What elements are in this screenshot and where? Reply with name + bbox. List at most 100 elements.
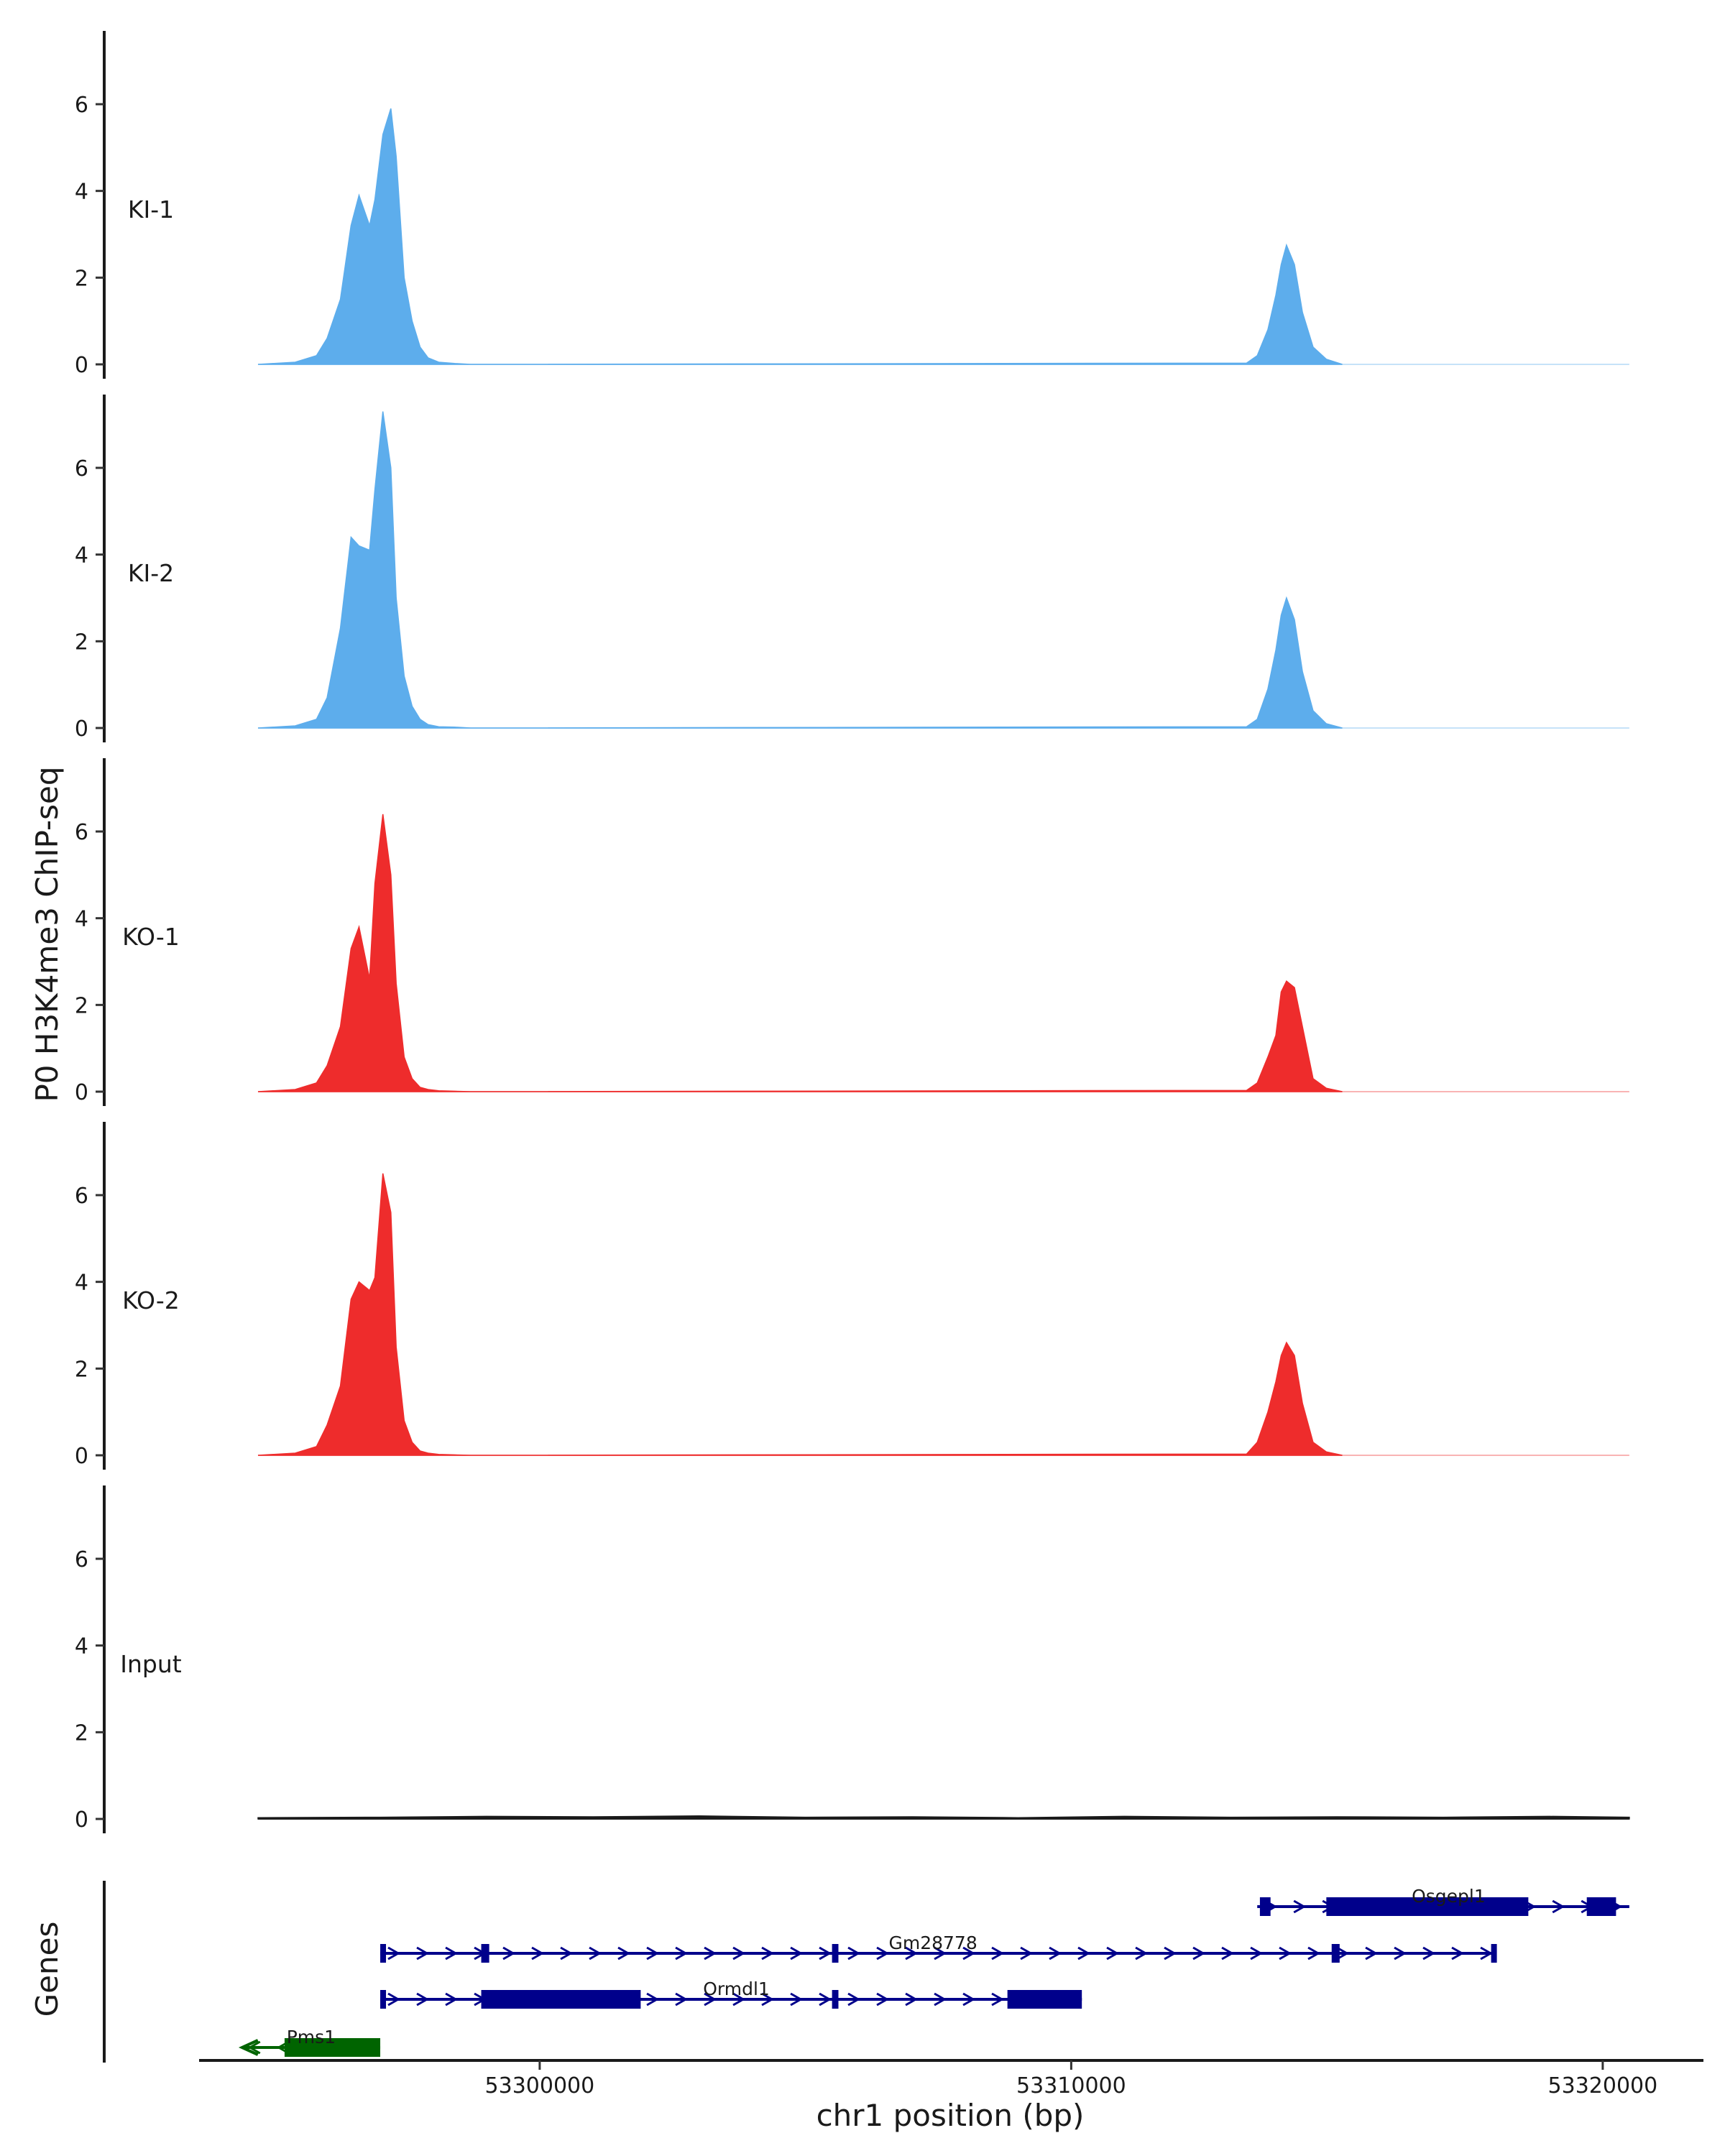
strand-chevron (1049, 1946, 1062, 1961)
strand-chevron (1422, 1946, 1436, 1961)
y-tick-label: 2 (75, 266, 88, 291)
genes-axis-title: Genes (29, 1922, 65, 2017)
y-tick-label: 2 (75, 630, 88, 655)
y-tick-label: 2 (75, 1720, 88, 1746)
strand-chevron (1394, 1946, 1407, 1961)
strand-chevron (732, 1946, 746, 1961)
exon-block (1491, 1944, 1497, 1963)
coverage-area (257, 1815, 1630, 1820)
strand-chevron (704, 1946, 717, 1961)
strand-chevron (819, 1992, 832, 2007)
exon-block (481, 1944, 489, 1963)
track-input: 0 2 4 6 Input (75, 1485, 1630, 1833)
strand-chevron (675, 1992, 689, 2007)
gene-ormdl1: Ormdl1 (380, 1978, 1082, 2009)
strand-chevron (876, 1992, 890, 2007)
gene-gm28778: Gm28778 (380, 1932, 1497, 1963)
exon-block (1259, 1897, 1271, 1916)
gene-label: Gm28778 (888, 1932, 977, 1953)
exon-block (832, 1944, 839, 1963)
y-tick-label: 0 (75, 353, 88, 378)
strand-chevron (675, 1946, 689, 1961)
track-label: KO-2 (122, 1286, 180, 1314)
strand-chevron (847, 1992, 861, 2007)
strand-chevron (1164, 1946, 1177, 1961)
exon-block (481, 1990, 641, 2009)
x-axis-title: chr1 position (bp) (816, 2098, 1085, 2133)
y-tick-label: 4 (75, 907, 88, 932)
strand-chevron (617, 1946, 631, 1961)
y-tick-label: 6 (75, 1547, 88, 1572)
exon-block (380, 1990, 387, 2009)
exon-block (1007, 1990, 1082, 2009)
track-label: Input (120, 1650, 182, 1678)
strand-chevron (387, 1992, 401, 2007)
y-tick-label: 6 (75, 820, 88, 845)
track-ki-2: 0 2 4 6 KI-2 (75, 395, 1629, 742)
exon-block (832, 1990, 839, 2009)
track-label: KI-1 (128, 195, 174, 224)
strand-chevron (704, 1992, 717, 2007)
y-tick-label: 0 (75, 717, 88, 742)
y-tick-label: 4 (75, 180, 88, 205)
strand-chevron (761, 1946, 775, 1961)
y-tick-label: 4 (75, 1634, 88, 1659)
gene-pms1: Pms1 (238, 2027, 381, 2057)
gene-annotation-track: Osgepl1 Gm28778 Ormdl1 Pms1 (103, 1881, 1629, 2063)
strand-chevron (761, 1992, 775, 2007)
y-tick-label: 0 (75, 1080, 88, 1105)
strand-chevron (445, 1992, 459, 2007)
strand-chevron (934, 1946, 947, 1961)
y-tick-label: 6 (75, 456, 88, 482)
x-tick-label: 53310000 (1016, 2073, 1126, 2099)
x-axis: 53300000 53310000 53320000 (199, 2059, 1703, 2099)
exon-block (1331, 1944, 1340, 1963)
strand-chevron (1451, 1946, 1465, 1961)
strand-chevron (962, 1992, 976, 2007)
strand-chevron (247, 2040, 261, 2055)
strand-chevron (1250, 1946, 1264, 1961)
track-label: KI-2 (128, 559, 174, 587)
strand-chevron (387, 1946, 401, 1961)
strand-chevron (991, 1946, 1005, 1961)
y-tick-label: 4 (75, 1271, 88, 1296)
gene-label: Ormdl1 (703, 1978, 770, 1999)
coverage-area (257, 814, 1343, 1092)
strand-chevron (991, 1992, 1005, 2007)
strand-chevron (905, 1992, 919, 2007)
strand-chevron (790, 1992, 804, 2007)
y-tick-label: 6 (75, 93, 88, 118)
strand-chevron (1020, 1946, 1034, 1961)
gene-osgepl1: Osgepl1 (1257, 1886, 1629, 1916)
track-ko-1: 0 2 4 6 KO-1 (75, 758, 1629, 1106)
strand-chevron (1106, 1946, 1120, 1961)
coverage-area (257, 1173, 1343, 1456)
x-tick-label: 53300000 (485, 2073, 595, 2099)
track-ki-1: 0 2 4 6 KI-1 (75, 31, 1629, 379)
strand-chevron (416, 1992, 430, 2007)
strand-chevron (646, 1946, 660, 1961)
exon-block (1326, 1897, 1529, 1916)
y-tick-label: 0 (75, 1444, 88, 1469)
strand-chevron (905, 1946, 919, 1961)
track-ko-2: 0 2 4 6 KO-2 (75, 1122, 1629, 1470)
coverage-area (257, 108, 1343, 365)
strand-chevron (1135, 1946, 1149, 1961)
y-tick-label: 4 (75, 543, 88, 568)
track-label: KO-1 (122, 923, 180, 951)
strand-chevron (1552, 1899, 1565, 1914)
strand-chevron (1077, 1946, 1091, 1961)
strand-chevron (445, 1946, 459, 1961)
y-tick-label: 2 (75, 1357, 88, 1382)
strand-chevron (1307, 1946, 1321, 1961)
strand-chevron (1336, 1946, 1350, 1961)
exon-block (284, 2038, 381, 2057)
strand-chevron (589, 1946, 602, 1961)
strand-chevron (876, 1946, 890, 1961)
y-tick-label: 0 (75, 1807, 88, 1833)
gene-label: Osgepl1 (1412, 1886, 1486, 1907)
strand-chevron (847, 1946, 861, 1961)
signal-tracks: 0 2 4 6 KI-1 0 2 4 6 KI-2 0 2 4 6 KO-1 0 2 4 6 KO-2 0 2 4 6 Inpu… (75, 31, 1630, 1833)
strand-chevron (934, 1992, 947, 2007)
